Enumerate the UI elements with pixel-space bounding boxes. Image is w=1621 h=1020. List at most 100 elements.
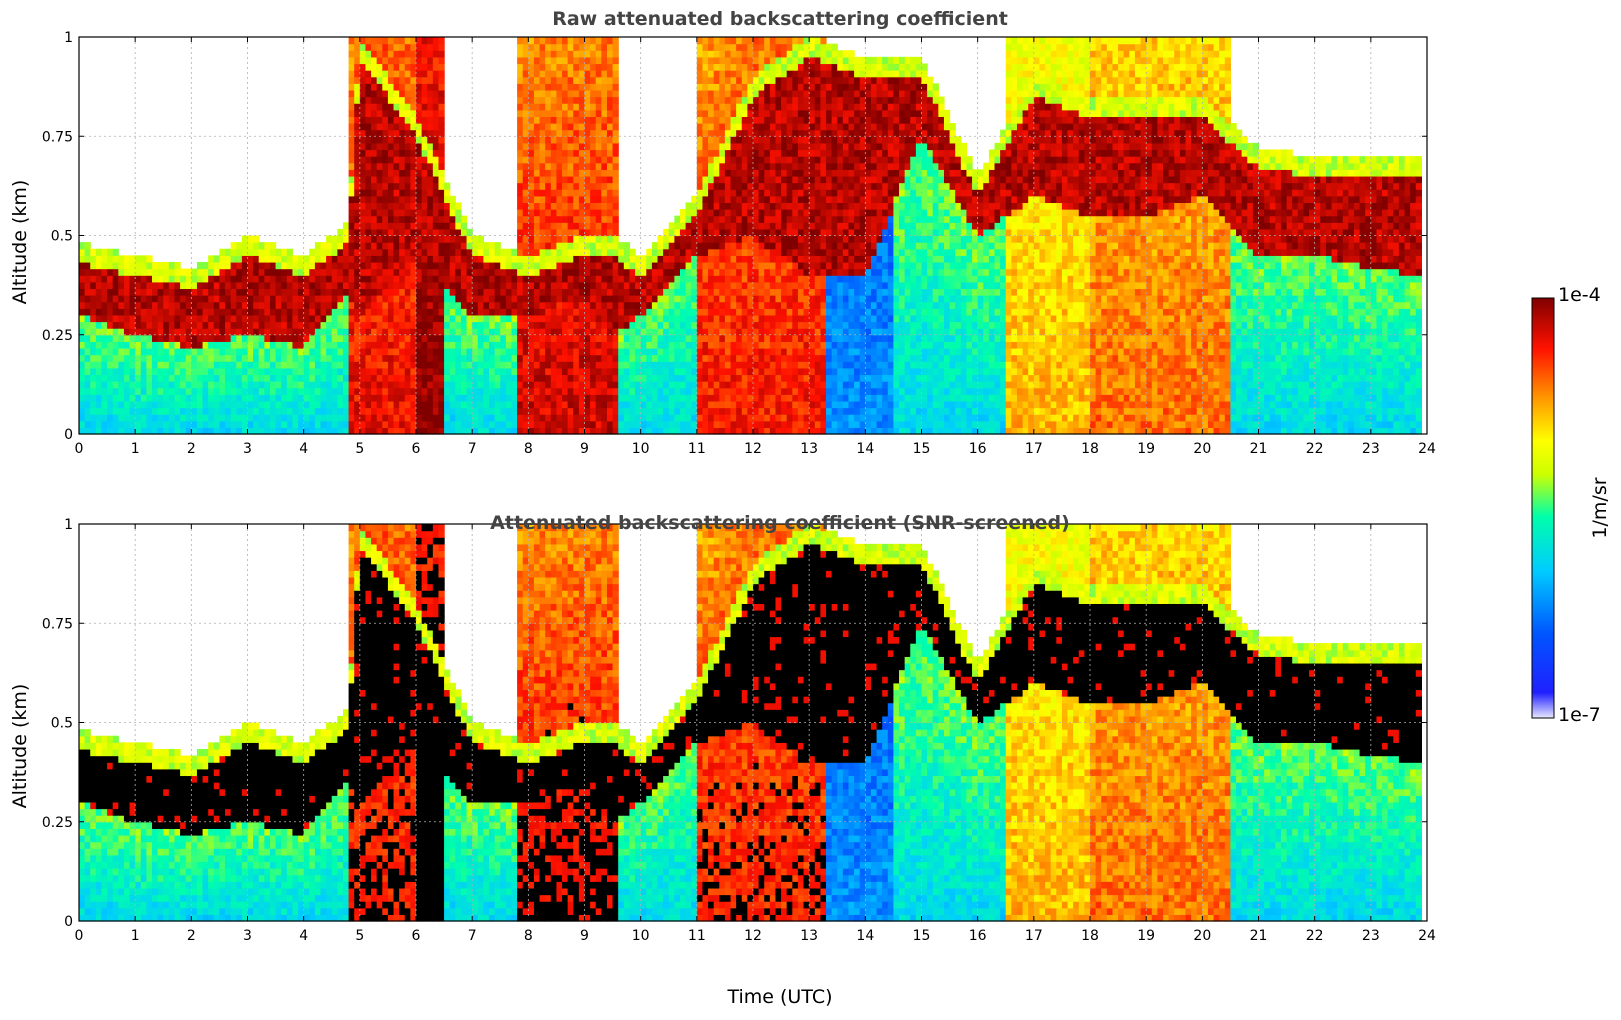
heatmap-cell: [533, 103, 541, 111]
heatmap-cell: [533, 248, 541, 256]
heatmap-cell: [556, 328, 563, 336]
heatmap-cell: [595, 281, 602, 290]
heatmap-cell: [140, 301, 147, 309]
heatmap-cell: [208, 374, 215, 382]
heatmap-cell: [382, 394, 389, 402]
heatmap-cell: [342, 255, 350, 263]
heatmap-cell: [606, 400, 614, 409]
heatmap-cell: [696, 281, 704, 290]
heatmap-cell: [764, 420, 771, 428]
heatmap-cell: [101, 361, 108, 369]
heatmap-cell: [517, 288, 524, 296]
heatmap-cell: [550, 242, 558, 250]
heatmap-cell: [601, 129, 608, 137]
heatmap-cell: [736, 209, 743, 217]
heatmap-cell: [753, 76, 760, 84]
heatmap-cell: [286, 328, 294, 336]
heatmap-cell: [432, 367, 440, 376]
heatmap-cell: [747, 261, 754, 270]
heatmap-cell: [393, 261, 400, 270]
heatmap-cell: [225, 374, 232, 382]
heatmap-cell: [663, 255, 670, 263]
heatmap-cell: [410, 295, 417, 303]
heatmap-cell: [359, 162, 367, 170]
heatmap-cell: [123, 268, 131, 276]
heatmap-cell: [219, 400, 226, 409]
heatmap-cell: [95, 374, 103, 382]
heatmap-cell: [753, 215, 760, 223]
heatmap-cell: [713, 328, 720, 336]
heatmap-cell: [708, 182, 715, 190]
heatmap-cell: [719, 381, 726, 389]
heatmap-cell: [455, 242, 462, 250]
heatmap-cell: [163, 321, 170, 329]
heatmap-cell: [168, 407, 176, 415]
heatmap-cell: [421, 400, 428, 409]
heatmap-cell: [511, 281, 518, 290]
heatmap-cell: [393, 123, 400, 131]
heatmap-cell: [264, 328, 271, 336]
heatmap-cell: [753, 314, 760, 323]
heatmap-cell: [747, 334, 754, 342]
heatmap-cell: [342, 347, 350, 356]
heatmap-cell: [320, 347, 327, 356]
heatmap-cell: [444, 427, 451, 435]
heatmap-cell: [365, 156, 372, 164]
heatmap-cell: [724, 149, 732, 157]
heatmap-cell: [601, 50, 608, 58]
heatmap-cell: [567, 175, 574, 184]
heatmap-cell: [152, 261, 159, 270]
heatmap-cell: [253, 381, 260, 389]
heatmap-cell: [618, 248, 625, 256]
heatmap-cell: [595, 149, 602, 157]
heatmap-cell: [393, 328, 400, 336]
heatmap-cell: [562, 175, 569, 184]
heatmap-cell: [140, 334, 147, 342]
heatmap-cell: [427, 367, 434, 376]
heatmap-cell: [90, 361, 97, 369]
heatmap-cell: [180, 367, 187, 376]
heatmap-cell: [213, 314, 221, 323]
heatmap-cell: [146, 374, 153, 382]
heatmap-cell: [730, 116, 737, 124]
heatmap-cell: [528, 301, 535, 309]
heatmap-cell: [152, 301, 159, 309]
heatmap-cell: [550, 222, 558, 230]
heatmap-cell: [427, 129, 434, 137]
heatmap-cell: [517, 50, 524, 58]
heatmap-cell: [562, 268, 569, 276]
heatmap-cell: [416, 414, 423, 422]
heatmap-cell: [416, 334, 423, 342]
heatmap-cell: [107, 268, 114, 276]
heatmap-cell: [163, 414, 170, 422]
heatmap-cell: [590, 182, 597, 190]
heatmap-cell: [309, 414, 316, 422]
heatmap-cell: [528, 288, 535, 296]
heatmap-cell: [460, 394, 468, 402]
heatmap-cell: [225, 248, 232, 256]
heatmap-cell: [517, 162, 524, 170]
heatmap-cell: [309, 314, 316, 323]
heatmap-cell: [679, 242, 687, 250]
heatmap-cell: [590, 37, 597, 45]
heatmap-cell: [382, 354, 389, 362]
heatmap-cell: [736, 222, 743, 230]
heatmap-cell: [696, 70, 704, 78]
heatmap-cell: [713, 268, 720, 276]
heatmap-cell: [230, 427, 237, 435]
heatmap-cell: [404, 261, 411, 270]
heatmap-cell: [663, 288, 670, 296]
heatmap-cell: [213, 334, 221, 342]
heatmap-cell: [719, 103, 726, 111]
heatmap-cell: [657, 341, 664, 349]
heatmap-cell: [477, 301, 484, 309]
heatmap-cell: [455, 407, 462, 415]
heatmap-cell: [545, 162, 552, 170]
heatmap-cell: [382, 288, 389, 296]
heatmap-cell: [736, 301, 743, 309]
heatmap-cell: [427, 169, 434, 177]
heatmap-cell: [359, 83, 367, 91]
heatmap-cell: [168, 420, 176, 428]
heatmap-cell: [404, 63, 411, 71]
heatmap-cell: [674, 387, 681, 395]
